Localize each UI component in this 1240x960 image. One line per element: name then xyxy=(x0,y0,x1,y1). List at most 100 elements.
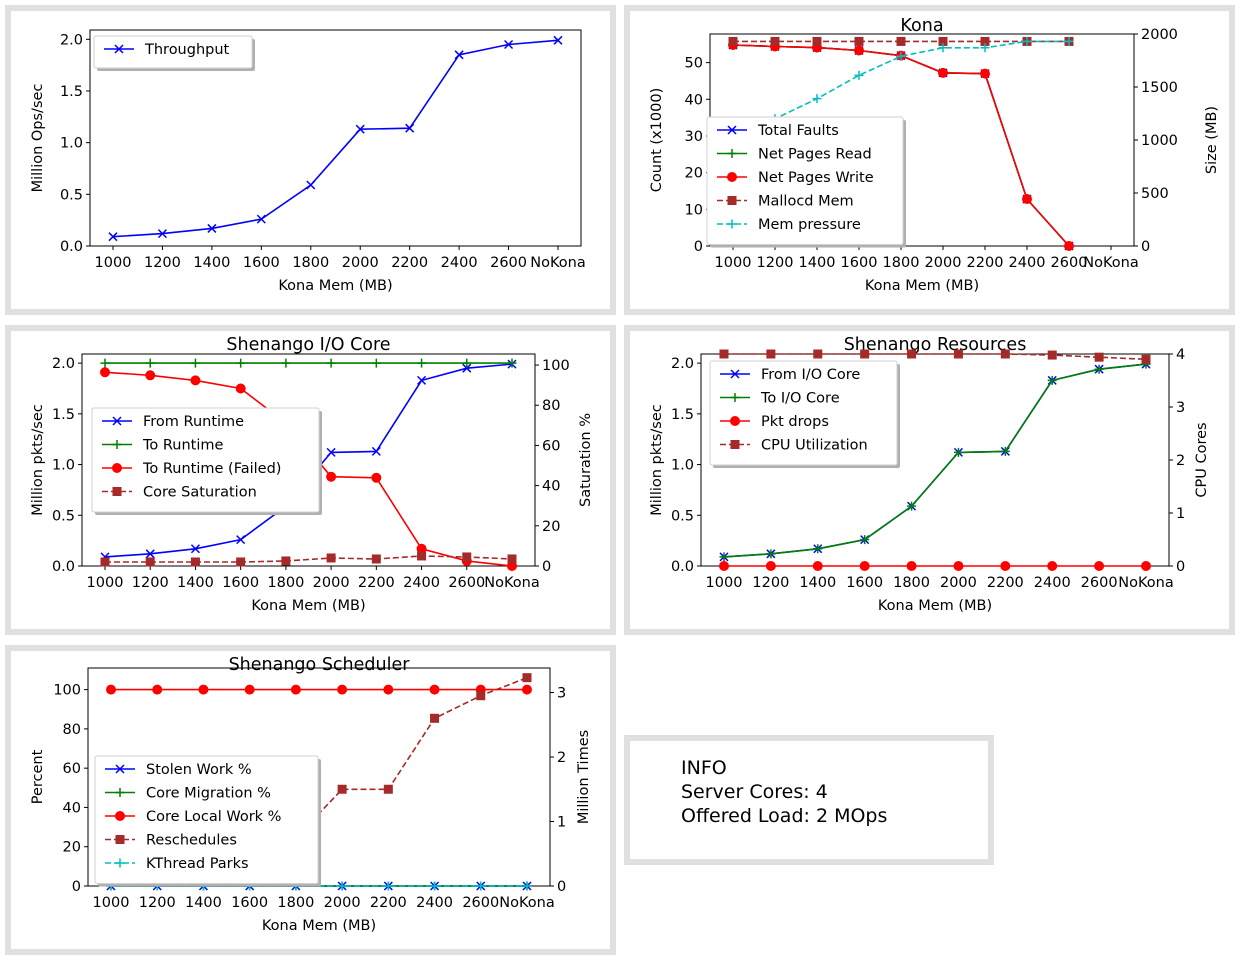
iocore-legend-entry-from-runtime: From Runtime xyxy=(102,414,244,430)
kona-ytick-right-label-4: 2000 xyxy=(1141,27,1178,43)
resources-point-pkt-drops-1 xyxy=(765,561,776,571)
kona-point-net-pages-write-3 xyxy=(854,45,864,56)
resources-xtick-label-1000: 1000 xyxy=(706,575,743,591)
info-server-cores: Server Cores: 4 xyxy=(681,781,828,803)
throughput-chart-panel: 1000 1200 1400 1600 1800 2000 2200 2400 2600 NoKo… xyxy=(5,5,616,315)
throughput-xtick-label-2200: 2200 xyxy=(391,255,428,271)
scheduler-x-axis-label: Kona Mem (MB) xyxy=(262,918,376,934)
throughput-point-throughput-4 xyxy=(306,180,316,190)
resources-legend-marker-pkt-drops xyxy=(730,416,740,426)
throughput-legend-label-throughput: Throughput xyxy=(144,42,230,58)
kona-point-net-pages-write-5 xyxy=(938,67,948,78)
resources-legend-marker-cpu-utilization xyxy=(730,440,740,449)
iocore-ytick-right-label-2: 40 xyxy=(542,479,560,495)
resources-xtick-label-2600: 2600 xyxy=(1081,575,1118,591)
kona-legend-label-mem-pressure: Mem pressure xyxy=(758,217,861,233)
throughput-point-throughput-9 xyxy=(553,35,563,45)
resources-x-axis-label: Kona Mem (MB) xyxy=(878,598,992,614)
iocore-ytick-right-label-5: 100 xyxy=(542,358,570,374)
io-core-chart-panel: 1000 1200 1400 1600 1800 2000 2200 2400 2600 NoKo… xyxy=(5,325,616,635)
scheduler-point-reschedules-7 xyxy=(430,713,440,723)
throughput-ytick-label-2: 1.0 xyxy=(60,136,83,152)
iocore-svg: 1000 1200 1400 1600 1800 2000 2200 2400 2600 NoKo… xyxy=(30,335,594,614)
iocore-point-from-runtime-3 xyxy=(236,535,246,545)
iocore-point-from-runtime-8 xyxy=(462,363,472,373)
kona-point-net-pages-write-8 xyxy=(1064,241,1074,251)
resources-legend-label-pkt-drops: Pkt drops xyxy=(761,414,829,430)
resources-xtick-label-2000: 2000 xyxy=(940,575,977,591)
throughput-xtick-label-2000: 2000 xyxy=(342,255,379,271)
iocore-point-to-runtime-9 xyxy=(507,358,517,368)
scheduler-legend-marker-reschedules xyxy=(115,835,125,844)
resources-point-cpu-utilization-4 xyxy=(907,349,917,359)
iocore-ytick-right-label-0: 0 xyxy=(542,559,551,575)
throughput-xtick-label-2400: 2400 xyxy=(441,255,478,271)
resources-legend-entry-from-i-o-core: From I/O Core xyxy=(720,367,860,383)
scheduler-legend-marker-core-migration xyxy=(115,788,125,797)
iocore-point-to-runtime-8 xyxy=(462,358,472,368)
resources-legend-marker-from-i-o-core xyxy=(730,369,740,379)
iocore-title: Shenango I/O Core xyxy=(226,335,390,355)
throughput-point-throughput-2 xyxy=(207,223,217,233)
scheduler-ytick-label-0: 0 xyxy=(72,879,81,895)
scheduler-legend-label-kthread-parks: KThread Parks xyxy=(146,856,249,872)
scheduler-xtick-label-2000: 2000 xyxy=(324,895,361,911)
scheduler-svg: 1000 1200 1400 1600 1800 2000 2200 2400 2600 NoKo… xyxy=(30,655,592,934)
kona-point-mem-pressure-3 xyxy=(854,70,864,80)
scheduler-ytick-label-1: 20 xyxy=(63,840,81,856)
iocore-xtick-label-2400: 2400 xyxy=(403,575,440,591)
iocore-point-to-runtime-7 xyxy=(417,358,427,368)
kona-legend-entry-mem-pressure: Mem pressure xyxy=(717,217,861,233)
kona-legend-label-net-pages-read: Net Pages Read xyxy=(758,147,872,163)
scheduler-ytick-right-label-1: 1 xyxy=(557,815,566,831)
kona-legend-entry-net-pages-write: Net Pages Write xyxy=(717,170,874,186)
kona-legend-label-net-pages-write: Net Pages Write xyxy=(758,170,874,186)
iocore-point-to-runtime-failed-1 xyxy=(145,370,156,381)
scheduler-point-kthread-parks-7 xyxy=(430,881,440,891)
scheduler-legend-label-reschedules: Reschedules xyxy=(146,833,237,849)
kona-legend-marker-total-faults xyxy=(727,125,737,135)
iocore-point-from-runtime-2 xyxy=(190,544,200,554)
iocore-point-to-runtime-3 xyxy=(236,358,246,368)
scheduler-xtick-label-2400: 2400 xyxy=(416,895,453,911)
scheduler-legend-entry-core-local-work: Core Local Work % xyxy=(105,809,281,825)
iocore-point-to-runtime-2 xyxy=(190,358,200,368)
iocore-point-core-saturation-6 xyxy=(371,554,381,564)
scheduler-point-core-local-work-6 xyxy=(383,684,394,695)
resources-ytick-right-label-4: 4 xyxy=(1176,347,1185,363)
scheduler-point-kthread-parks-6 xyxy=(383,881,393,891)
iocore-xtick-label-1200: 1200 xyxy=(132,575,169,591)
iocore-xtick-label-1600: 1600 xyxy=(222,575,259,591)
iocore-ytick-label-2: 1.0 xyxy=(52,458,75,474)
resources-line-to-i-o-core xyxy=(723,363,1147,558)
kona-xtick-label-1000: 1000 xyxy=(715,255,752,271)
kona-legend-label-mallocd-mem: Mallocd Mem xyxy=(758,194,854,210)
iocore-series-to-runtime xyxy=(100,358,517,368)
resources-ytick-right-label-3: 3 xyxy=(1176,400,1185,416)
kona-xtick-label-1200: 1200 xyxy=(757,255,794,271)
iocore-point-core-saturation-9 xyxy=(507,554,517,564)
scheduler-ytick-right-label-0: 0 xyxy=(557,879,566,895)
throughput-point-throughput-8 xyxy=(504,39,514,49)
scheduler-point-reschedules-9 xyxy=(522,673,532,683)
kona-xtick-label-1800: 1800 xyxy=(883,255,920,271)
resources-legend-entry-cpu-utilization: CPU Utilization xyxy=(720,438,868,454)
throughput-root: 1000 1200 1400 1600 1800 2000 2200 2400 2600 NoKo… xyxy=(30,29,586,294)
resources-ytick-label-3: 1.5 xyxy=(671,407,694,423)
scheduler-ytick-label-3: 60 xyxy=(63,761,81,777)
iocore-legend-label-to-runtime: To Runtime xyxy=(142,438,224,454)
throughput-point-throughput-7 xyxy=(454,50,464,60)
scheduler-legend-label-core-local-work: Core Local Work % xyxy=(146,809,281,825)
resources-line-cpu-utilization xyxy=(724,353,1147,361)
resources-point-cpu-utilization-5 xyxy=(953,349,963,359)
iocore-series-core-saturation xyxy=(100,551,517,567)
iocore-point-to-runtime-4 xyxy=(281,358,291,368)
resources-xtick-label-2400: 2400 xyxy=(1034,575,1071,591)
info-offered-load: Offered Load: 2 MOps xyxy=(681,805,888,827)
scheduler-legend-box xyxy=(94,755,319,884)
iocore-legend-box xyxy=(91,407,320,513)
resources-point-cpu-utilization-6 xyxy=(1000,349,1010,359)
throughput-y-axis-label: Million Ops/sec xyxy=(30,84,46,193)
scheduler-point-reschedules-5 xyxy=(337,784,347,794)
throughput-ytick-label-3: 1.5 xyxy=(60,84,83,100)
